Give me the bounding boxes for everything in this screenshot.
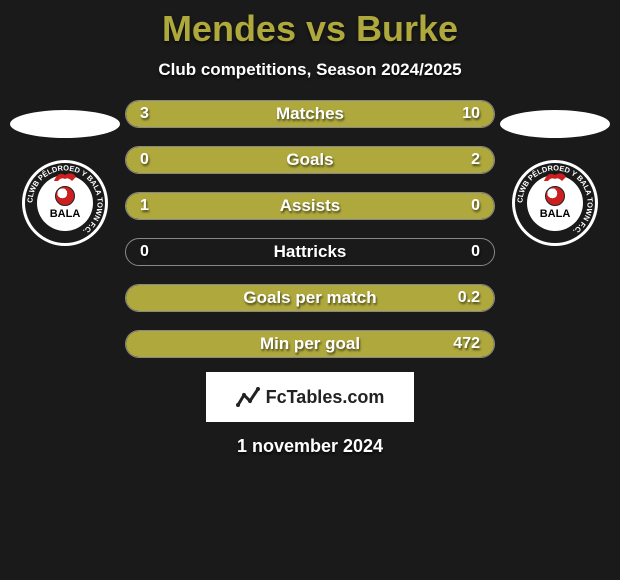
date-text: 1 november 2024: [237, 436, 383, 457]
subtitle: Club competitions, Season 2024/2025: [158, 60, 461, 80]
stat-bar: 472Min per goal: [125, 330, 495, 358]
badge-label: BALA: [540, 208, 571, 220]
comparison-card: Mendes vs Burke Club competitions, Seaso…: [0, 0, 620, 580]
stat-bar: 02Goals: [125, 146, 495, 174]
stat-label: Hattricks: [126, 242, 494, 262]
stat-bar: 10Assists: [125, 192, 495, 220]
branding-text: FcTables.com: [266, 387, 385, 408]
fctables-icon: [236, 385, 260, 409]
branding-box: FcTables.com: [206, 372, 414, 422]
player-avatar-placeholder: [10, 110, 120, 138]
badge-inner: BALA: [37, 175, 93, 231]
stat-bar: 310Matches: [125, 100, 495, 128]
football-icon: [545, 186, 565, 206]
stat-label: Goals: [126, 150, 494, 170]
stat-label: Goals per match: [126, 288, 494, 308]
dragon-icon: [542, 169, 568, 183]
main-row: CLWB PÊLDROED Y BALA TOWN F.C. BALA 310M…: [0, 100, 620, 358]
badge-inner: BALA: [527, 175, 583, 231]
page-title: Mendes vs Burke: [162, 8, 458, 50]
stat-label: Min per goal: [126, 334, 494, 354]
left-player-col: CLWB PÊLDROED Y BALA TOWN F.C. BALA: [5, 100, 125, 246]
player-avatar-placeholder: [500, 110, 610, 138]
dragon-icon: [52, 169, 78, 183]
club-badge: CLWB PÊLDROED Y BALA TOWN F.C. BALA: [22, 160, 108, 246]
club-badge: CLWB PÊLDROED Y BALA TOWN F.C. BALA: [512, 160, 598, 246]
badge-label: BALA: [50, 208, 81, 220]
stat-bar: 00Hattricks: [125, 238, 495, 266]
stat-bar: 0.2Goals per match: [125, 284, 495, 312]
stat-label: Assists: [126, 196, 494, 216]
stats-bars: 310Matches 02Goals 10Assists 00Hattricks 0.2…: [125, 100, 495, 358]
football-icon: [55, 186, 75, 206]
stat-label: Matches: [126, 104, 494, 124]
right-player-col: CLWB PÊLDROED Y BALA TOWN F.C. BALA: [495, 100, 615, 246]
